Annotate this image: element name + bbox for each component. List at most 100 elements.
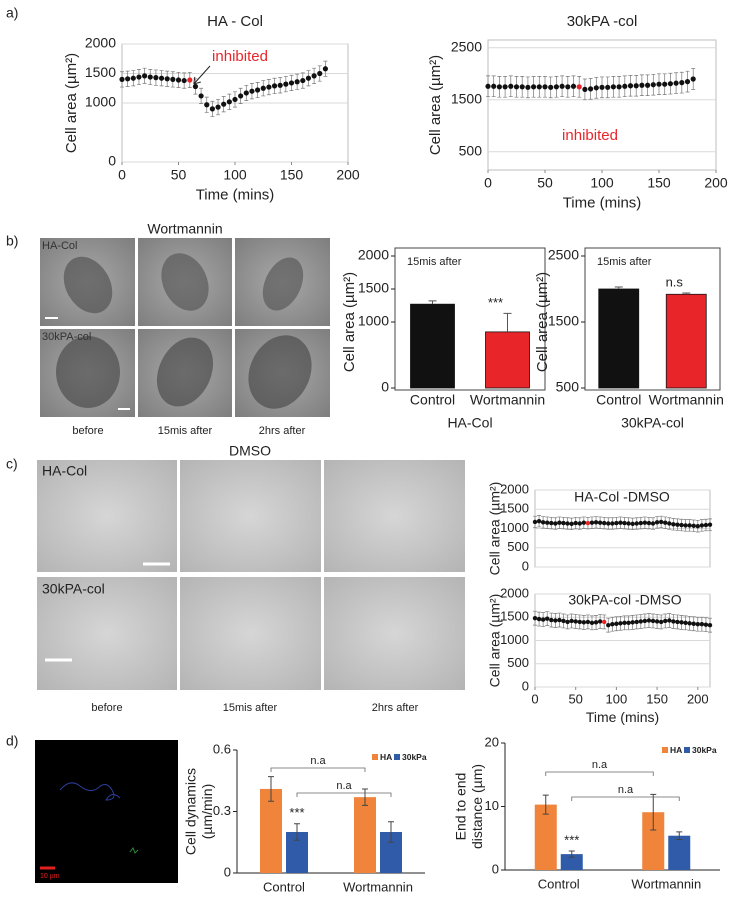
y-tick-label: 0 — [492, 861, 499, 876]
bar — [534, 804, 557, 870]
data-point — [630, 620, 635, 625]
data-point — [545, 616, 550, 621]
bracket — [296, 792, 392, 797]
bar — [668, 835, 691, 870]
data-point — [545, 520, 550, 525]
data-point — [593, 520, 599, 525]
data-point — [585, 520, 591, 526]
bar — [485, 331, 530, 389]
data-point — [626, 620, 631, 626]
plot-frame — [487, 39, 717, 171]
data-point — [633, 83, 639, 89]
row-label: 30kPA-col — [42, 581, 105, 597]
data-point — [249, 88, 255, 94]
x-tick-label: 150 — [646, 691, 668, 706]
data-point — [175, 77, 182, 83]
data-point — [570, 83, 577, 89]
data-point — [638, 520, 644, 526]
panel-header: Wortmannin — [147, 221, 222, 237]
data-point — [667, 521, 672, 526]
data-point — [582, 86, 588, 92]
data-point — [542, 84, 548, 90]
legend-swatch — [372, 754, 378, 760]
legend-label: HA — [380, 752, 392, 762]
panel-label: d) — [6, 733, 18, 749]
track — [59, 782, 121, 801]
data-point — [589, 520, 595, 525]
data-point — [147, 74, 153, 80]
data-point — [255, 87, 261, 93]
y-axis-label: Cell area (µm²) — [427, 55, 444, 155]
bar — [642, 812, 665, 870]
chart-title: HA-Col -DMSO — [574, 489, 670, 505]
y-tick-label: 500 — [556, 379, 580, 395]
data-point — [679, 80, 685, 86]
data-point — [683, 620, 688, 626]
x-tick-label: Control — [538, 876, 580, 891]
y-tick-label: 500 — [507, 655, 529, 670]
data-point — [232, 96, 238, 103]
x-tick-label: Wortmannin — [343, 879, 413, 894]
data-point — [606, 521, 611, 526]
data-point — [519, 84, 525, 90]
bar — [560, 854, 583, 870]
bracket — [571, 796, 680, 801]
y-tick-label: 0.6 — [213, 741, 231, 756]
micrograph — [180, 577, 321, 690]
data-point — [209, 106, 215, 112]
data-point — [565, 521, 570, 526]
y-tick-label: 1000 — [500, 632, 529, 647]
data-point — [662, 81, 668, 87]
data-point — [142, 73, 148, 79]
data-point — [485, 83, 491, 89]
x-tick-label: 50 — [537, 175, 553, 191]
y-axis-label: (µm/min) — [199, 784, 215, 840]
cell — [63, 256, 113, 314]
x-tick-label: 150 — [280, 167, 304, 183]
x-tick-label: Wortmannin — [649, 392, 724, 408]
data-point — [622, 520, 627, 526]
annotation-arrow — [193, 65, 211, 85]
micrograph — [324, 460, 465, 572]
data-point — [536, 518, 542, 524]
annotation: 15mis after — [407, 256, 462, 268]
legend-label: HA — [670, 745, 682, 755]
error-bar — [650, 793, 657, 831]
data-point — [695, 622, 700, 627]
x-tick-label: 200 — [687, 691, 709, 706]
data-point — [673, 80, 679, 86]
data-point — [618, 621, 623, 626]
data-point — [683, 523, 688, 528]
panel-label: a) — [6, 5, 18, 21]
data-point — [667, 618, 672, 623]
data-point — [589, 620, 595, 626]
x-tick-label: Control — [263, 879, 305, 894]
data-point — [646, 618, 652, 623]
data-point — [610, 84, 617, 90]
error-bar — [388, 821, 394, 843]
x-axis-label: HA-Col — [447, 415, 492, 431]
legend-swatch — [684, 747, 690, 753]
data-point — [311, 73, 317, 79]
y-tick-label: 1500 — [500, 609, 529, 624]
y-tick-label: 1500 — [358, 280, 389, 296]
data-point — [658, 519, 664, 525]
y-tick-label: 1000 — [85, 94, 116, 110]
data-point — [531, 84, 537, 90]
x-axis-label: Time (mins) — [196, 187, 275, 204]
bracket — [270, 767, 366, 772]
data-point — [679, 620, 684, 625]
panel-d-image: 10 µm — [35, 740, 178, 883]
x-axis-label: Time (mins) — [586, 709, 659, 725]
bar — [260, 788, 282, 873]
data-point — [699, 523, 705, 528]
error-bar — [294, 823, 300, 841]
annotation: inhibited — [212, 48, 268, 65]
chart-frame — [394, 247, 546, 391]
data-point — [576, 84, 582, 90]
data-point — [630, 521, 635, 527]
y-tick-label: 10 — [485, 798, 499, 813]
data-point — [536, 84, 542, 90]
annotation: n.s — [666, 274, 684, 289]
x-axis-label: 30kPA-col — [621, 415, 684, 431]
